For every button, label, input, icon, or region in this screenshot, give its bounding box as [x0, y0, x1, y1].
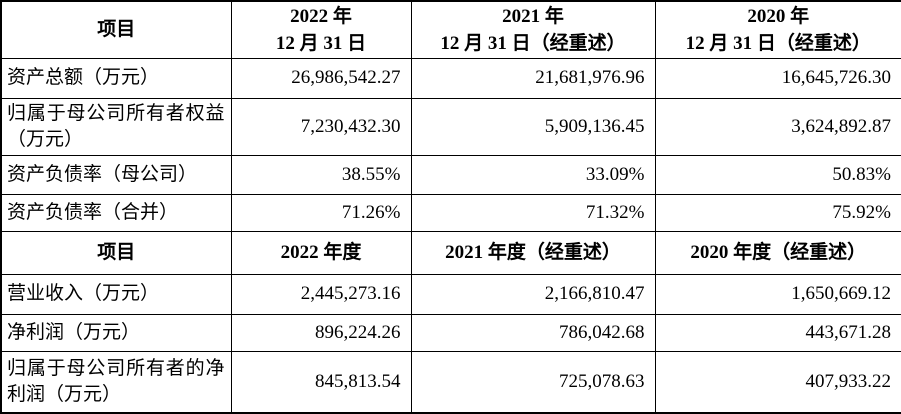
value-2022: 7,230,432.30	[230, 97, 412, 156]
value-2021: 786,042.68	[410, 313, 656, 352]
balance-header-2020-line2: 12 月 31 日（经重述）	[685, 32, 871, 54]
value-2020: 75.92%	[654, 193, 901, 232]
income-header-item: 项目	[0, 230, 232, 275]
value-2020: 3,624,892.87	[654, 97, 901, 156]
income-header-2021: 2021 年度（经重述）	[410, 230, 656, 275]
balance-header-2020: 2020 年 12 月 31 日（经重述）	[654, 0, 901, 59]
value-2020: 443,671.28	[654, 313, 901, 352]
value-2022: 71.26%	[230, 193, 412, 232]
value-2020: 407,933.22	[654, 350, 901, 414]
table-row-revenue: 营业收入（万元） 2,445,273.16 2,166,810.47 1,650…	[0, 273, 901, 315]
table-row-debt-ratio-consolidated: 资产负债率（合并） 71.26% 71.32% 75.92%	[0, 193, 901, 232]
value-2020: 16,645,726.30	[654, 57, 901, 99]
balance-header-2021: 2021 年 12 月 31 日（经重述）	[410, 0, 656, 59]
balance-header-2022-line2: 12 月 31 日	[275, 32, 367, 54]
table-row-parent-equity: 归属于母公司所有者权益（万元） 7,230,432.30 5,909,136.4…	[0, 97, 901, 156]
income-header-2022: 2022 年度	[230, 230, 412, 275]
balance-header-row: 项目 2022 年 12 月 31 日 2021 年 12 月 31 日（经重述…	[0, 0, 901, 59]
table-row-total-assets: 资产总额（万元） 26,986,542.27 21,681,976.96 16,…	[0, 57, 901, 99]
value-2021: 71.32%	[410, 193, 656, 232]
row-label: 资产总额（万元）	[0, 57, 232, 99]
table-row-net-profit-parent: 归属于母公司所有者的净利润（万元） 845,813.54 725,078.63 …	[0, 350, 901, 414]
value-2020: 50.83%	[654, 154, 901, 195]
value-2020: 1,650,669.12	[654, 273, 901, 315]
balance-header-2022: 2022 年 12 月 31 日	[230, 0, 412, 59]
income-header-row: 项目 2022 年度 2021 年度（经重述） 2020 年度（经重述）	[0, 230, 901, 275]
balance-header-item: 项目	[0, 0, 232, 59]
value-2021: 5,909,136.45	[410, 97, 656, 156]
row-label: 资产负债率（合并）	[0, 193, 232, 232]
value-2021: 21,681,976.96	[410, 57, 656, 99]
value-2022: 2,445,273.16	[230, 273, 412, 315]
value-2022: 896,224.26	[230, 313, 412, 352]
row-label: 资产负债率（母公司）	[0, 154, 232, 195]
row-label: 净利润（万元）	[0, 313, 232, 352]
value-2021: 33.09%	[410, 154, 656, 195]
row-label: 营业收入（万元）	[0, 273, 232, 315]
value-2022: 26,986,542.27	[230, 57, 412, 99]
income-header-2020: 2020 年度（经重述）	[654, 230, 901, 275]
value-2021: 725,078.63	[410, 350, 656, 414]
row-label: 归属于母公司所有者的净利润（万元）	[0, 350, 232, 414]
value-2022: 38.55%	[230, 154, 412, 195]
table-row-net-profit: 净利润（万元） 896,224.26 786,042.68 443,671.28	[0, 313, 901, 352]
balance-header-2020-line1: 2020 年	[747, 5, 810, 27]
balance-header-2021-line1: 2021 年	[502, 5, 564, 27]
table-row-debt-ratio-parent: 资产负债率（母公司） 38.55% 33.09% 50.83%	[0, 154, 901, 195]
value-2022: 845,813.54	[230, 350, 412, 414]
balance-header-2021-line2: 12 月 31 日（经重述）	[440, 32, 626, 54]
row-label: 归属于母公司所有者权益（万元）	[0, 97, 232, 156]
value-2021: 2,166,810.47	[410, 273, 656, 315]
balance-header-2022-line1: 2022 年	[290, 5, 352, 27]
